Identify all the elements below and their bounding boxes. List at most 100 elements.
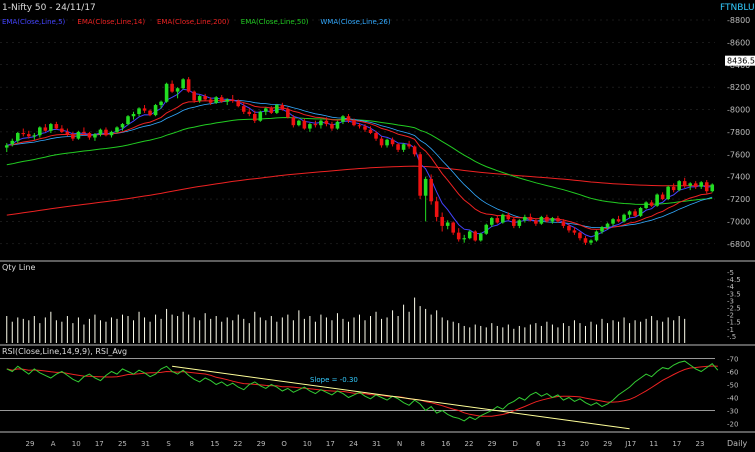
candle-body: [10, 140, 15, 145]
candle-body: [572, 230, 577, 233]
candle-body: [688, 183, 692, 186]
candle-body: [43, 127, 48, 131]
candle-body: [633, 211, 637, 216]
date-tick-label: 22: [233, 440, 242, 448]
candle-body: [175, 88, 180, 92]
date-tick-label: 25: [118, 440, 127, 448]
date-tick-label: 17: [672, 440, 681, 448]
legend-entry: EMA(Close,Line,5): [2, 18, 66, 26]
candle-body: [137, 108, 141, 114]
rsi-lines: [0, 358, 719, 430]
candle-body: [693, 183, 698, 187]
candle-body: [159, 101, 163, 106]
candle-body: [357, 125, 362, 127]
ema14-line: [6, 99, 713, 230]
price-tick-label: -8000: [727, 106, 750, 115]
date-tick-label: 29: [488, 440, 497, 448]
candle-body: [616, 219, 621, 222]
volume-tick-label: -4.5: [727, 276, 741, 284]
candle-body: [418, 154, 422, 196]
rsi-tick-label: -20: [727, 421, 738, 429]
candle-body: [54, 124, 59, 129]
candle-body: [164, 83, 169, 102]
candle-body: [484, 224, 489, 234]
candle-body: [644, 202, 648, 208]
candle-body: [445, 222, 450, 226]
candle-body: [341, 116, 345, 122]
candle-body: [98, 129, 103, 135]
candle-body: [523, 216, 527, 221]
candle-body: [517, 220, 522, 226]
candle-body: [93, 134, 97, 138]
date-tick-label: 29: [603, 440, 612, 448]
candle-body: [142, 108, 147, 111]
price-tick-label: -8800: [727, 16, 750, 25]
candle-body: [545, 216, 549, 222]
date-tick-label: A: [51, 440, 56, 448]
candle-body: [197, 96, 202, 101]
rsi-tick-label: -60: [727, 369, 738, 377]
date-tick-label: 11: [649, 440, 658, 448]
date-tick-label: 6: [536, 440, 541, 448]
price-tick-label: -7600: [727, 150, 750, 159]
candle-body: [148, 110, 152, 116]
candle-body: [269, 108, 274, 113]
volume-tick-label: -1.5: [727, 319, 741, 327]
price-tick-label: -8200: [727, 83, 750, 92]
rsi-panel-label: RSI(Close,Line,14,9,9), RSI_Avg: [2, 347, 127, 356]
volume-tick-label: -.5: [727, 333, 736, 341]
candle-body: [170, 83, 174, 92]
candle-body: [247, 111, 252, 114]
candle-body: [434, 201, 439, 217]
candle-body: [313, 124, 318, 126]
candle-body: [192, 91, 196, 101]
candle-body: [456, 232, 461, 240]
date-tick-label: 8: [189, 440, 193, 448]
candle-body: [638, 208, 643, 216]
date-tick-label: 15: [210, 440, 219, 448]
candle-body: [600, 227, 604, 232]
candle-body: [539, 216, 544, 224]
date-tick-label: 13: [557, 440, 566, 448]
candle-body: [230, 99, 235, 101]
candle-body: [627, 211, 632, 215]
candle-body: [82, 131, 86, 134]
candle-body: [308, 124, 312, 129]
candle-body: [605, 223, 610, 228]
legend-entry: EMA(Close,Line,14): [77, 18, 145, 26]
candle-body: [280, 105, 285, 110]
rsi-line: [6, 360, 719, 422]
volume-bars: [6, 297, 686, 343]
candle-body: [649, 202, 654, 206]
candle-body: [131, 114, 136, 117]
candle-body: [368, 129, 373, 134]
volume-tick-label: -5: [727, 269, 734, 277]
date-tick-label: 22: [465, 440, 474, 448]
candle-body: [335, 121, 340, 129]
candle-body: [71, 134, 75, 139]
candle-body: [302, 120, 307, 129]
candle-body: [4, 145, 9, 148]
candle-body: [666, 186, 670, 200]
candle-body: [208, 99, 213, 103]
date-tick-label: 23: [696, 440, 705, 448]
candle-body: [407, 144, 411, 147]
candle-body: [622, 214, 626, 222]
date-tick-label: S: [166, 440, 171, 448]
candle-body: [27, 134, 31, 137]
legend-entry: EMA(Close,Line,200): [157, 18, 229, 26]
candle-body: [87, 133, 92, 138]
candle-body: [115, 127, 119, 132]
candle-body: [429, 178, 433, 202]
candle-body: [363, 126, 367, 130]
candle-body: [501, 214, 505, 223]
grid: [0, 19, 715, 245]
candle-body: [76, 131, 81, 139]
candle-body: [203, 96, 207, 100]
price-tick-label: -7000: [727, 217, 750, 226]
candle-body: [451, 222, 455, 233]
rsi-tick-label: -70: [727, 356, 738, 364]
candle-body: [401, 144, 406, 150]
candle-body: [462, 238, 467, 240]
